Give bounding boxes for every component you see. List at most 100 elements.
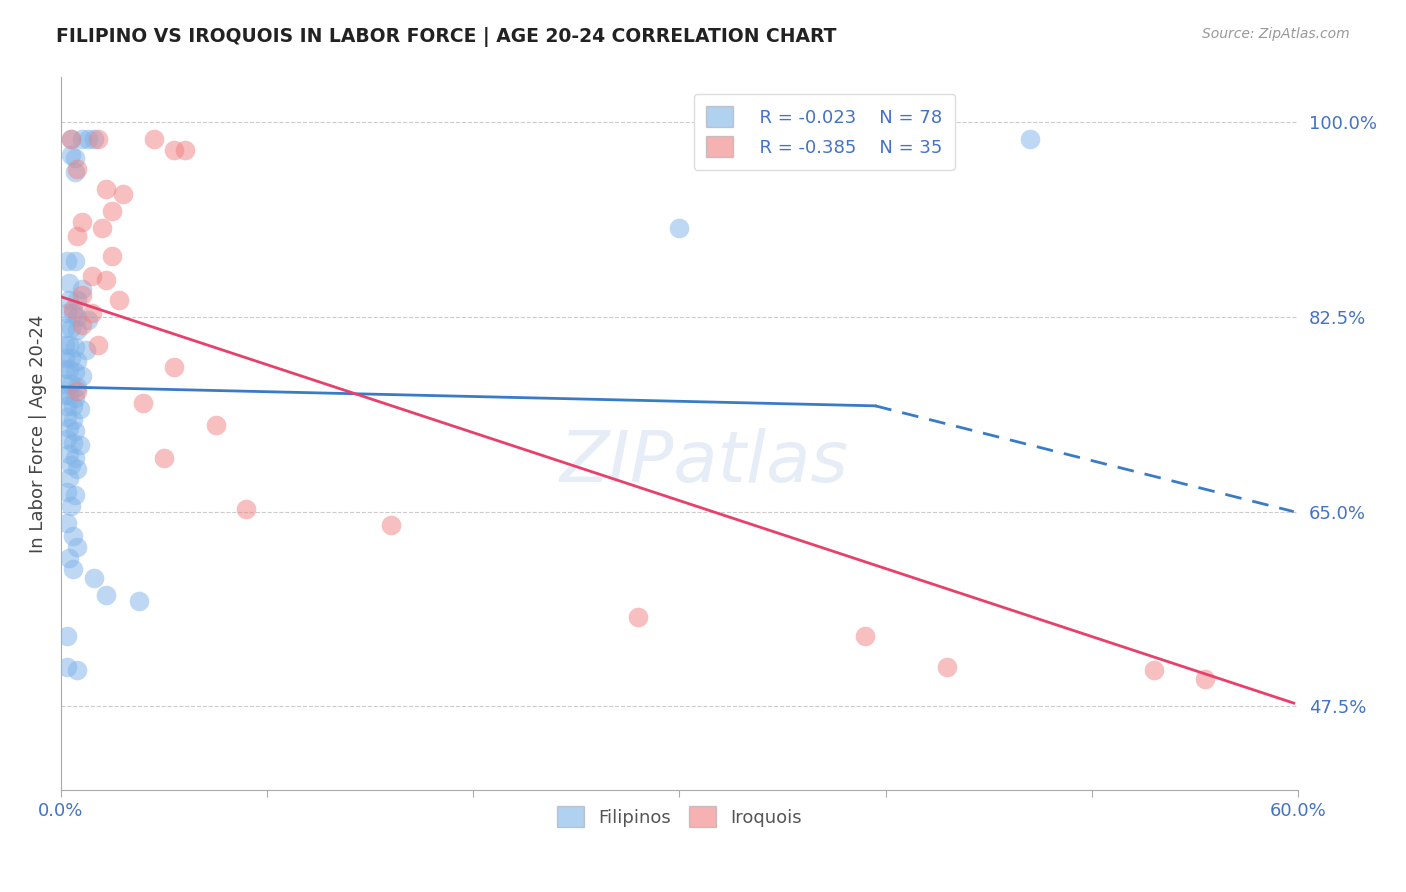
Point — [70, 368, 93, 383]
Point — [58, 551, 80, 566]
Point — [56, 306, 79, 320]
Point — [76, 131, 98, 145]
Point — [56, 399, 79, 413]
Point — [66, 228, 89, 243]
Point — [62, 529, 84, 543]
Point — [91, 220, 114, 235]
Point — [65, 165, 87, 179]
Point — [69, 402, 91, 417]
Point — [60, 148, 83, 162]
Point — [87, 816, 110, 830]
Point — [235, 502, 257, 516]
Point — [163, 143, 186, 157]
Point — [96, 273, 118, 287]
Point — [69, 438, 91, 452]
Point — [65, 366, 87, 380]
Point — [53, 337, 76, 351]
Point — [60, 321, 83, 335]
Point — [83, 571, 105, 585]
Point — [60, 351, 83, 365]
Point — [163, 359, 186, 374]
Point — [1194, 672, 1216, 686]
Point — [66, 384, 89, 399]
Point — [53, 362, 76, 376]
Point — [53, 376, 76, 391]
Point — [62, 301, 84, 316]
Point — [66, 323, 89, 337]
Point — [70, 131, 93, 145]
Point — [58, 388, 80, 402]
Point — [66, 462, 89, 476]
Text: ZIPatlas: ZIPatlas — [560, 427, 849, 497]
Point — [101, 249, 124, 263]
Point — [204, 417, 226, 432]
Point — [80, 306, 103, 320]
Point — [83, 131, 105, 145]
Point — [62, 399, 84, 413]
Point — [65, 254, 87, 268]
Point — [80, 268, 103, 283]
Point — [56, 484, 79, 499]
Point — [153, 451, 176, 466]
Point — [65, 340, 87, 354]
Point — [173, 143, 195, 157]
Point — [627, 610, 650, 624]
Point — [96, 588, 118, 602]
Point — [87, 337, 110, 351]
Point — [53, 321, 76, 335]
Point — [87, 131, 110, 145]
Point — [62, 306, 84, 320]
Point — [56, 432, 79, 446]
Point — [66, 293, 89, 307]
Point — [60, 499, 83, 513]
Point — [62, 435, 84, 450]
Point — [60, 458, 83, 472]
Point — [70, 287, 93, 301]
Point — [128, 593, 150, 607]
Point — [58, 337, 80, 351]
Point — [58, 471, 80, 485]
Point — [76, 313, 98, 327]
Point — [96, 182, 118, 196]
Point — [66, 161, 89, 176]
Point — [58, 447, 80, 461]
Point — [53, 351, 76, 365]
Point — [107, 293, 129, 307]
Point — [58, 277, 80, 291]
Point — [53, 388, 76, 402]
Point — [58, 421, 80, 435]
Point — [380, 518, 402, 533]
Text: Source: ZipAtlas.com: Source: ZipAtlas.com — [1202, 27, 1350, 41]
Point — [56, 629, 79, 643]
Point — [70, 282, 93, 296]
Point — [66, 540, 89, 554]
Point — [111, 187, 134, 202]
Text: FILIPINO VS IROQUOIS IN LABOR FORCE | AGE 20-24 CORRELATION CHART: FILIPINO VS IROQUOIS IN LABOR FORCE | AG… — [56, 27, 837, 46]
Point — [65, 425, 87, 439]
Point — [75, 343, 97, 358]
Point — [58, 362, 80, 376]
Point — [60, 131, 83, 145]
Legend: Filipinos, Iroquois: Filipinos, Iroquois — [550, 799, 810, 834]
Point — [56, 254, 79, 268]
Point — [1018, 131, 1040, 145]
Point — [668, 220, 690, 235]
Point — [132, 395, 155, 409]
Point — [60, 376, 83, 391]
Point — [66, 310, 89, 324]
Point — [66, 354, 89, 368]
Point — [60, 131, 83, 145]
Point — [1142, 663, 1164, 677]
Point — [66, 663, 89, 677]
Point — [142, 131, 165, 145]
Point — [65, 391, 87, 405]
Point — [936, 660, 959, 674]
Point — [65, 151, 87, 165]
Y-axis label: In Labor Force | Age 20-24: In Labor Force | Age 20-24 — [30, 315, 46, 553]
Point — [56, 516, 79, 530]
Point — [70, 215, 93, 229]
Point — [58, 293, 80, 307]
Point — [65, 451, 87, 466]
Point — [66, 380, 89, 394]
Point — [56, 409, 79, 424]
